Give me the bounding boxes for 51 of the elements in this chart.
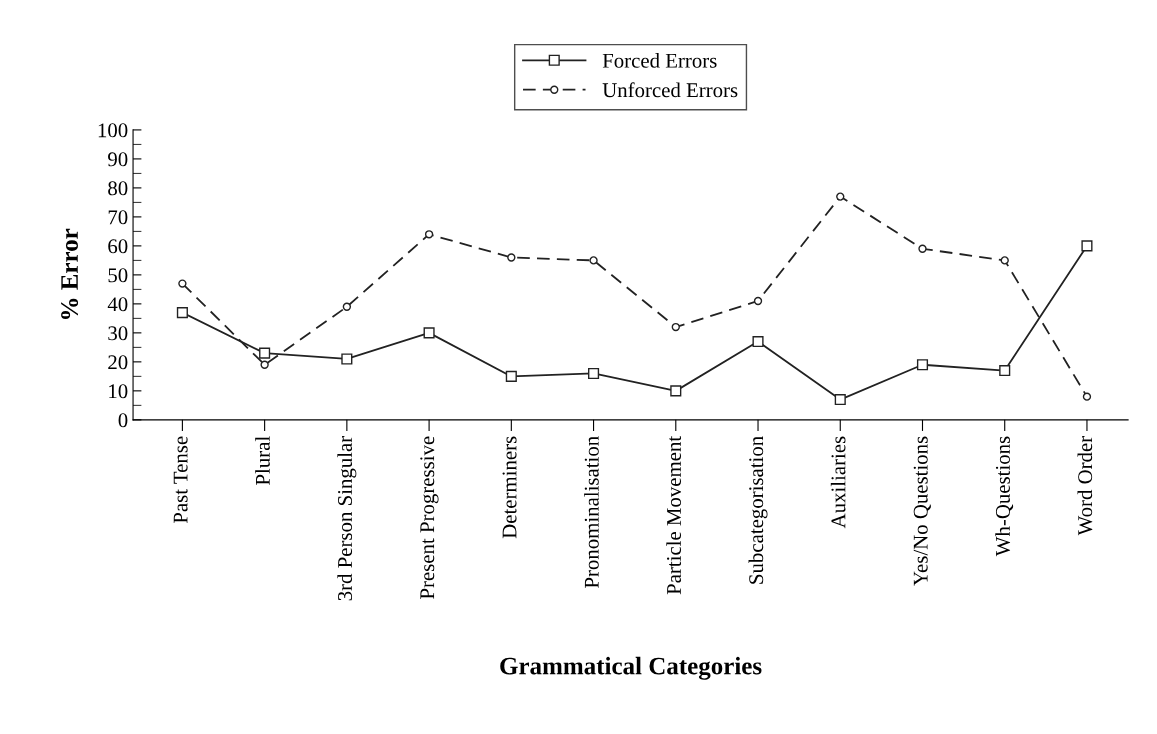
y-tick-label: 70: [108, 210, 128, 225]
x-tick-label: Plural: [255, 436, 270, 485]
y-tick-label: 10: [109, 384, 128, 399]
point: [999, 365, 1011, 377]
x-tick-label: Determiners: [502, 436, 517, 539]
y-tick-label: 0: [118, 413, 128, 428]
point: [507, 253, 516, 262]
y-tick-label: 50: [108, 268, 128, 283]
y-tick-label: 40: [107, 297, 128, 312]
x-tick-label: Subcategorisation: [748, 436, 768, 584]
point: [260, 360, 269, 369]
y-tick-label: 90: [108, 152, 128, 167]
x-tick-label: Past Tense: [173, 436, 188, 524]
x-tick-label: Pronominalisation: [584, 436, 599, 588]
point: [423, 327, 435, 339]
x-tick-label: Wh-Questions: [995, 436, 1014, 557]
legend-label: Forced Errors: [602, 53, 717, 68]
point: [424, 230, 434, 239]
x-axis-title: Grammatical Categories: [500, 656, 762, 680]
point: [176, 307, 188, 319]
point: [752, 336, 764, 348]
point: [834, 393, 846, 406]
point: [1081, 240, 1093, 252]
point: [916, 359, 929, 371]
y-tick-label: 30: [108, 326, 128, 341]
x-tick-label: 3rd Person Singular: [337, 436, 357, 601]
point: [671, 322, 680, 332]
point: [342, 302, 352, 311]
point: [670, 385, 682, 397]
point: [178, 279, 187, 288]
x-tick-label: Present Progressive: [420, 436, 439, 599]
point: [753, 296, 763, 306]
y-tick-label: 80: [108, 181, 128, 196]
y-tick-label: 60: [108, 239, 128, 254]
point: [589, 256, 598, 265]
point: [918, 244, 927, 253]
point: [836, 192, 845, 201]
point: [505, 370, 517, 382]
point: [588, 367, 600, 380]
point: [259, 347, 271, 359]
point: [1000, 256, 1009, 265]
y-axis-title: % Error: [61, 228, 79, 319]
x-tick-label: Word Order: [1077, 436, 1093, 536]
point: [1082, 392, 1092, 401]
x-tick-label: Auxiliaries: [830, 436, 846, 529]
x-tick-label: Yes/No Questions: [913, 436, 931, 586]
y-tick-label: 100: [98, 123, 128, 138]
legend-label: Unforced Errors: [602, 82, 738, 98]
x-tick-label: Particle Movement: [666, 435, 682, 595]
y-tick-label: 20: [108, 355, 128, 370]
point: [341, 353, 353, 365]
